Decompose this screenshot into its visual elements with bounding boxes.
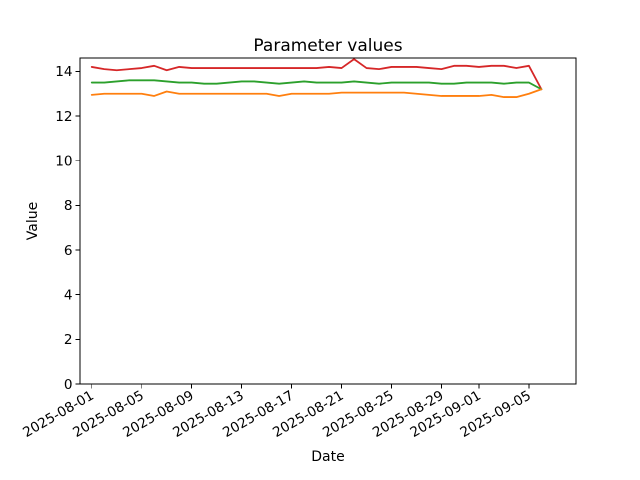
plot-series (90, 58, 543, 98)
y-tick-label: 12 (55, 109, 72, 125)
axes-frame (79, 57, 577, 385)
chart-title: Parameter values (253, 36, 402, 56)
y-tick-label: 8 (64, 198, 73, 214)
y-tick-label: 14 (55, 64, 72, 80)
y-tick-label: 6 (64, 243, 73, 259)
y-tick-label: 0 (64, 377, 73, 393)
y-axis-label: Value (25, 202, 41, 240)
series-red (90, 58, 543, 91)
y-tick-label: 10 (55, 154, 72, 170)
series-green (90, 79, 543, 91)
y-tick-label: 4 (64, 287, 73, 303)
x-axis-label: Date (311, 449, 344, 465)
y-tick-label: 2 (64, 332, 73, 348)
series-orange (90, 88, 543, 98)
